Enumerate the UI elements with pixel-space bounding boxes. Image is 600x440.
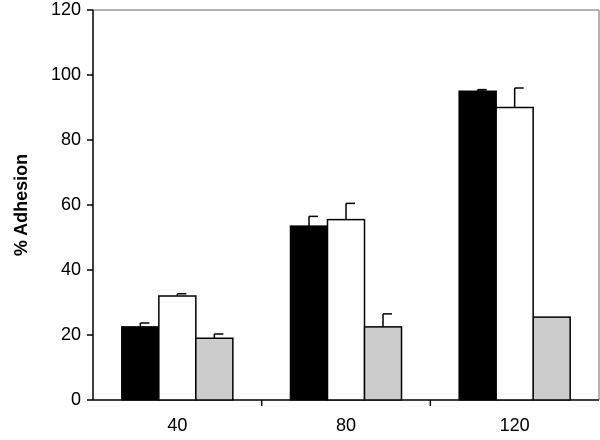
error-bar [308, 215, 318, 227]
bar [158, 295, 197, 401]
y-tick-label: 120 [51, 0, 81, 19]
bar [289, 225, 329, 401]
error-bar [176, 292, 187, 296]
bar [363, 326, 403, 401]
error-bar [213, 333, 224, 339]
bar [458, 90, 497, 401]
error-bar [139, 322, 150, 327]
bar [326, 218, 366, 401]
bar [195, 337, 234, 401]
error-bar [345, 202, 355, 220]
y-axis-label: % Adhesion [11, 154, 31, 256]
error-bar [513, 87, 524, 108]
error-bar [476, 88, 487, 92]
y-tick-label: 40 [61, 259, 81, 279]
y-tick-label: 60 [61, 194, 81, 214]
x-tick-label: 40 [167, 415, 187, 435]
x-tick-label: 80 [336, 415, 356, 435]
y-tick-label: 0 [71, 389, 81, 409]
error-bar [382, 313, 392, 327]
y-tick-label: 100 [51, 64, 81, 84]
y-tick-label: 80 [61, 129, 81, 149]
y-tick-label: 20 [61, 324, 81, 344]
bar [532, 316, 571, 401]
bar [495, 106, 534, 401]
x-tick-label: 120 [500, 415, 530, 435]
bar [121, 326, 160, 401]
